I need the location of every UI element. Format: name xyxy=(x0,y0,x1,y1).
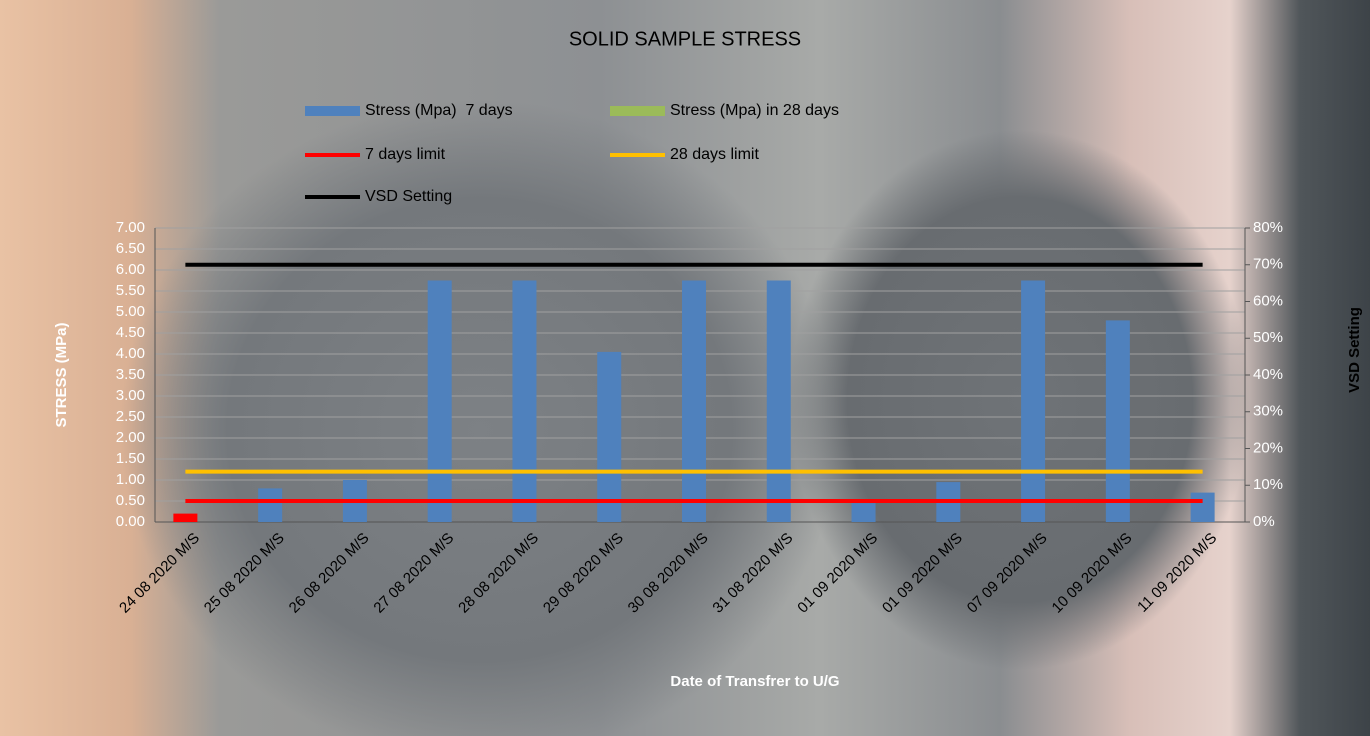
y-tick-label: 0.00 xyxy=(116,513,145,530)
y2-tick-label: 80% xyxy=(1253,219,1283,236)
x-tick-label: 26 08 2020 M/S xyxy=(286,530,373,617)
x-tick-label: 28 08 2020 M/S xyxy=(455,530,542,617)
y2-tick-label: 60% xyxy=(1253,292,1283,309)
x-axis-title: Date of Transfrer to U/G xyxy=(670,673,839,690)
y-tick-label: 3.50 xyxy=(116,366,145,383)
y-tick-label: 1.00 xyxy=(116,471,145,488)
y-tick-label: 0.50 xyxy=(116,492,145,509)
y2-tick-label: 30% xyxy=(1253,403,1283,420)
legend-label: Stress (Mpa) 7 days xyxy=(365,102,513,119)
chart: SOLID SAMPLE STRESS STRESS (MPa) VSD Set… xyxy=(0,0,1370,736)
y2-tick-label: 0% xyxy=(1253,513,1275,530)
x-tick-label: 27 08 2020 M/S xyxy=(370,530,457,617)
x-tick-label: 01 09 2020 M/S xyxy=(794,530,881,617)
x-tick-label: 30 08 2020 M/S xyxy=(625,530,712,617)
x-tick-label: 07 09 2020 M/S xyxy=(964,530,1051,617)
x-tick-label: 01 09 2020 M/S xyxy=(879,530,966,617)
y-tick-label: 6.50 xyxy=(116,240,145,257)
y-tick-label: 4.00 xyxy=(116,345,145,362)
legend-label: 28 days limit xyxy=(670,146,759,163)
legend-swatch xyxy=(305,106,360,116)
x-tick-label: 25 08 2020 M/S xyxy=(201,530,288,617)
x-tick-label: 31 08 2020 M/S xyxy=(709,530,796,617)
y2-axis-title: VSD Setting xyxy=(1346,307,1363,393)
y-tick-label: 5.50 xyxy=(116,282,145,299)
bar xyxy=(173,514,197,522)
x-tick-label: 24 08 2020 M/S xyxy=(116,530,203,617)
legend-swatch xyxy=(610,106,665,116)
y2-tick-label: 10% xyxy=(1253,476,1283,493)
bar xyxy=(682,281,706,523)
bar xyxy=(428,281,452,523)
legend-label: VSD Setting xyxy=(365,188,452,205)
y2-tick-label: 70% xyxy=(1253,256,1283,273)
x-tick-label: 29 08 2020 M/S xyxy=(540,530,627,617)
x-tick-label: 11 09 2020 M/S xyxy=(1134,530,1220,616)
x-tick-label: 10 09 2020 M/S xyxy=(1049,530,1136,617)
y-tick-label: 4.50 xyxy=(116,324,145,341)
bar xyxy=(512,281,536,523)
legend-label: Stress (Mpa) in 28 days xyxy=(670,102,839,119)
y-tick-label: 1.50 xyxy=(116,450,145,467)
y-axis-title: STRESS (MPa) xyxy=(53,322,70,427)
bar xyxy=(258,488,282,522)
bar xyxy=(1021,281,1045,523)
bar xyxy=(1191,493,1215,522)
page: SOLID SAMPLE STRESS STRESS (MPa) VSD Set… xyxy=(0,0,1370,736)
bar xyxy=(1106,320,1130,522)
y-tick-label: 6.00 xyxy=(116,261,145,278)
bar xyxy=(767,281,791,523)
bar xyxy=(852,503,876,522)
y2-tick-label: 40% xyxy=(1253,366,1283,383)
y-tick-label: 2.00 xyxy=(116,429,145,446)
bar xyxy=(597,352,621,522)
y2-tick-label: 20% xyxy=(1253,439,1283,456)
y-tick-label: 2.50 xyxy=(116,408,145,425)
y-tick-label: 5.00 xyxy=(116,303,145,320)
y2-tick-label: 50% xyxy=(1253,329,1283,346)
y-tick-label: 3.00 xyxy=(116,387,145,404)
legend-label: 7 days limit xyxy=(365,146,446,163)
y-tick-label: 7.00 xyxy=(116,219,145,236)
chart-title: SOLID SAMPLE STRESS xyxy=(569,28,801,50)
